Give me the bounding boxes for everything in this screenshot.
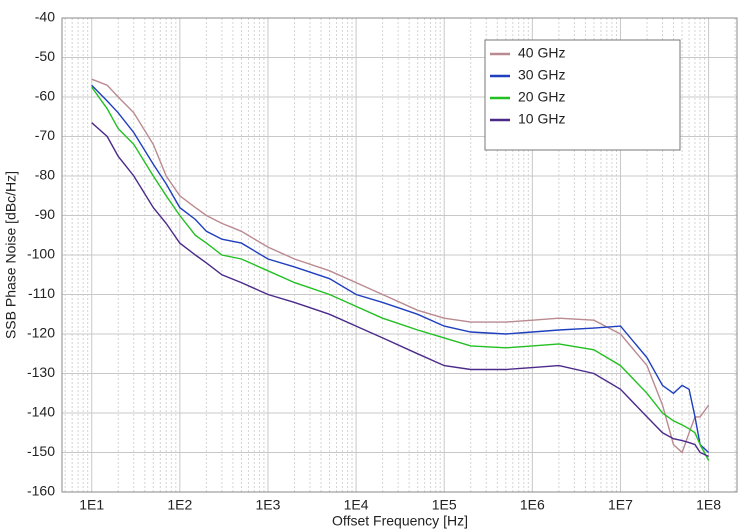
y-tick-label: -50	[35, 48, 55, 64]
y-tick-label: -120	[27, 325, 55, 341]
y-tick-label: -40	[35, 9, 55, 25]
x-axis-label: Offset Frequency [Hz]	[332, 513, 468, 529]
legend-label: 30 GHz	[518, 67, 565, 83]
x-tick-label: 1E8	[696, 497, 721, 513]
x-tick-label: 1E7	[608, 497, 633, 513]
legend-label: 10 GHz	[518, 111, 565, 127]
y-tick-label: -110	[28, 285, 55, 301]
y-tick-label: -80	[35, 167, 55, 183]
y-tick-label: -130	[27, 364, 55, 380]
y-tick-label: -150	[27, 443, 55, 459]
y-axis-label: SSB Phase Noise [dBc/Hz]	[3, 171, 19, 339]
plot-frame	[61, 17, 738, 493]
legend-box	[484, 39, 681, 151]
x-tick-label: 1E3	[256, 497, 281, 513]
series-line	[91, 86, 710, 461]
series-line	[91, 84, 710, 454]
legend-label: 40 GHz	[518, 45, 565, 61]
x-tick-label: 1E5	[432, 497, 457, 513]
x-tick-label: 1E4	[344, 497, 369, 513]
y-tick-label: -100	[27, 246, 55, 262]
y-tick-label: -160	[27, 483, 55, 499]
series-line	[91, 122, 709, 458]
y-tick-label: -60	[35, 88, 55, 104]
y-tick-label: -90	[35, 206, 55, 222]
x-tick-label: 1E2	[167, 497, 192, 513]
x-tick-label: 1E6	[520, 497, 545, 513]
y-tick-label: -70	[35, 127, 55, 143]
x-tick-label: 1E1	[79, 497, 104, 513]
legend-label: 20 GHz	[518, 89, 565, 105]
y-tick-label: -140	[27, 404, 55, 420]
